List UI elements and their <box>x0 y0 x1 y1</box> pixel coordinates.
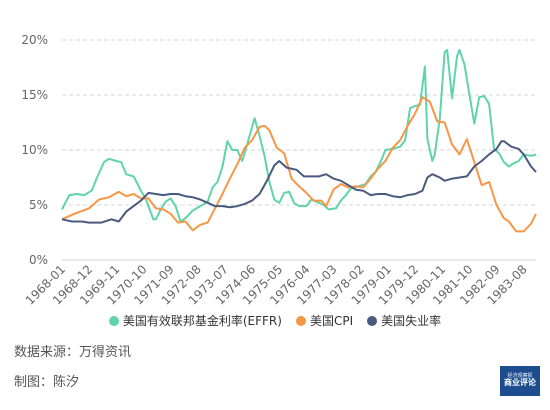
series-line-2 <box>61 96 537 233</box>
logo-main-text: 商业评论 <box>504 378 536 388</box>
y-tick-label: 15% <box>21 88 48 102</box>
legend-label: 美国有效联邦基金利率(EFFR) <box>122 314 282 328</box>
chart-legend: 美国有效联邦基金利率(EFFR) 美国CPI 美国失业率 <box>0 312 550 329</box>
y-tick-label: 0% <box>29 253 48 267</box>
y-tick-label: 10% <box>21 143 48 157</box>
legend-label: 美国CPI <box>309 314 354 328</box>
legend-marker <box>367 315 378 326</box>
publisher-logo: 经济观察报 商业评论 <box>500 366 540 396</box>
logo-top-text: 经济观察报 <box>507 372 533 379</box>
line-chart: 0% 5% 10% 15% 20% 1968-011968-121969-111970-… <box>21 33 537 308</box>
y-axis-ticks: 0% 5% 10% 15% 20% <box>21 33 48 267</box>
y-tick-label: 20% <box>21 33 48 47</box>
legend-item-1[interactable]: 美国有效联邦基金利率(EFFR) <box>108 312 282 329</box>
series-line-1 <box>61 48 537 223</box>
chart-lines <box>61 48 537 233</box>
legend-marker <box>108 315 119 326</box>
series-line-3 <box>61 140 537 224</box>
data-source-note: 数据来源：万得资讯 <box>14 345 132 360</box>
legend-item-3[interactable]: 美国失业率 <box>367 312 441 329</box>
legend-marker <box>295 315 306 326</box>
chart-credit: 制图：陈汐 <box>14 375 80 390</box>
y-tick-label: 5% <box>29 198 48 212</box>
legend-item-2[interactable]: 美国CPI <box>295 312 354 329</box>
x-axis-ticks: 1968-011968-121969-111970-101971-091972-… <box>23 262 530 307</box>
legend-label: 美国失业率 <box>381 314 442 328</box>
